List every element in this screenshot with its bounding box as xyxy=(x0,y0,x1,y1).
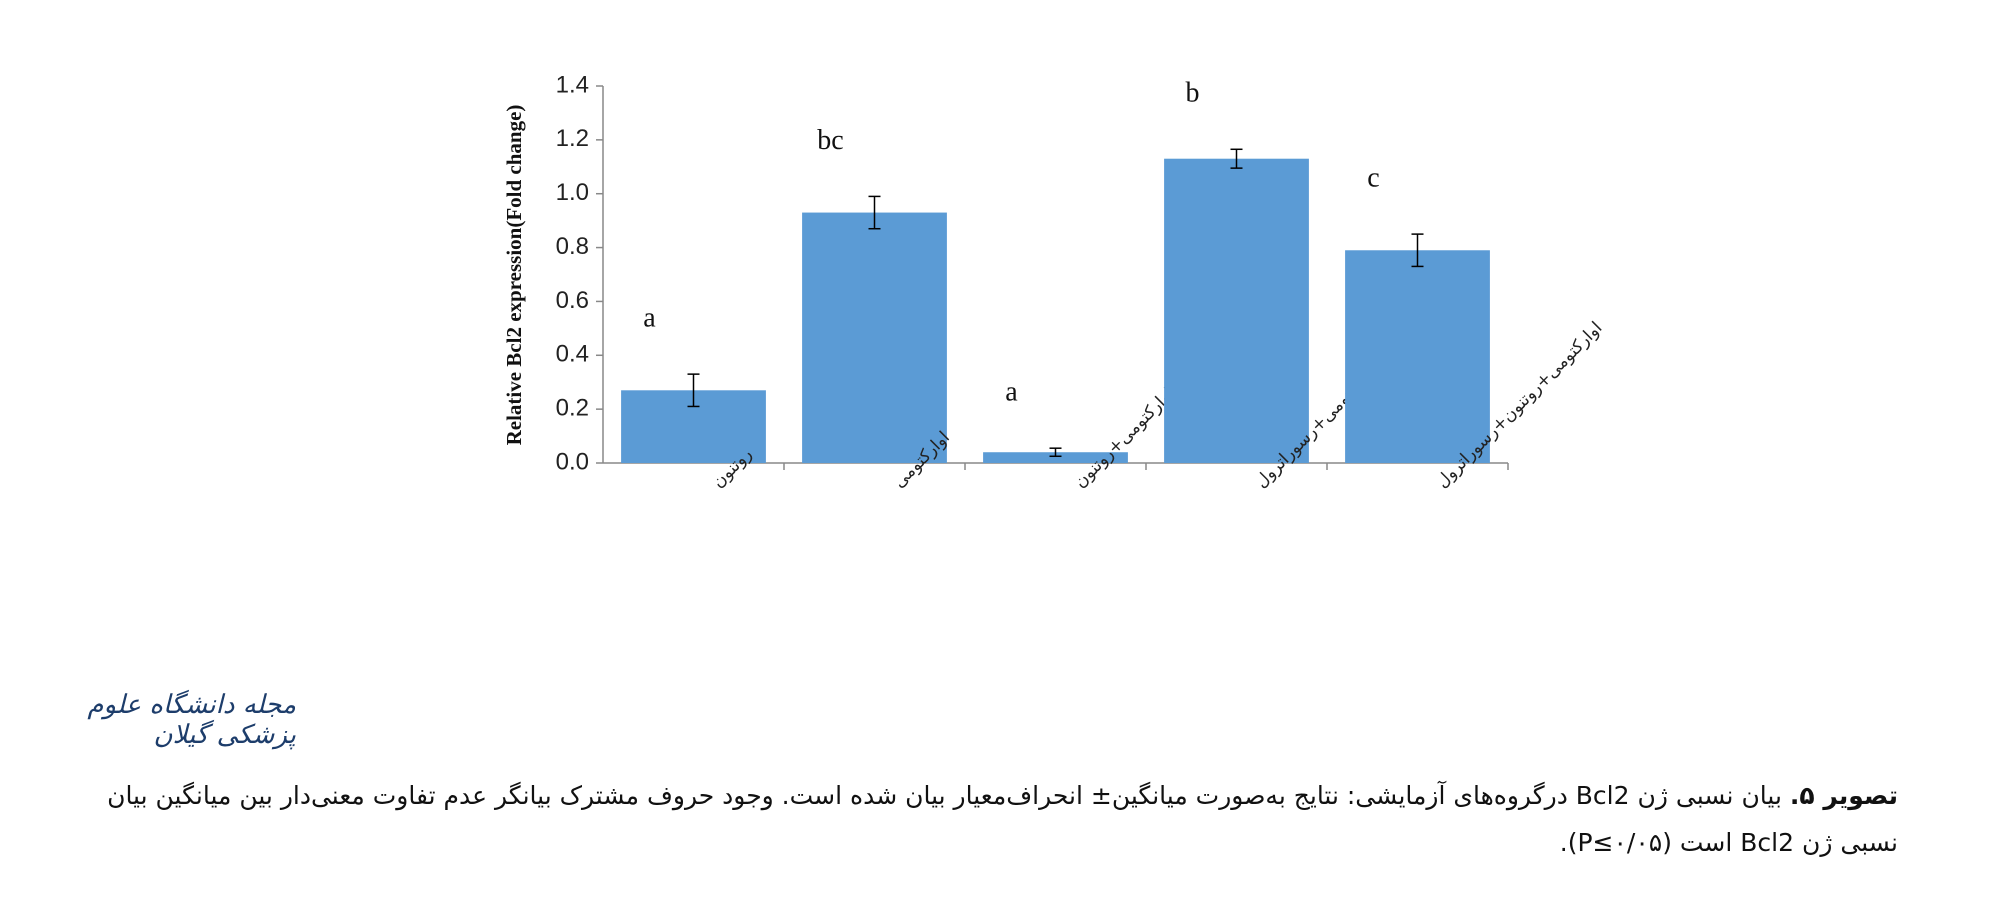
bar xyxy=(802,212,947,463)
significance-letter: c xyxy=(1367,163,1379,194)
y-tick-label: 1.2 xyxy=(556,125,589,152)
chart: Relative Bcl2 expression(Fold change) 0.… xyxy=(502,71,1607,492)
journal-logo: مجله دانشگاه علوم پزشکی گیلان xyxy=(87,690,296,750)
y-tick-label: 0.2 xyxy=(556,394,589,421)
y-tick-label: 0.4 xyxy=(556,341,589,368)
significance-letter: b xyxy=(1186,78,1200,109)
figure-caption: تصویر ۵. بیان نسبی ژن Bcl2 درگروه‌های آز… xyxy=(88,772,1898,866)
caption-text: بیان نسبی ژن Bcl2 درگروه‌های آزمایشی: نت… xyxy=(107,781,1898,857)
bar xyxy=(983,452,1128,463)
caption-label: تصویر ۵. xyxy=(1789,781,1898,810)
y-tick-label: 1.4 xyxy=(556,71,589,98)
significance-letter: bc xyxy=(817,125,843,156)
y-tick-label: 0.6 xyxy=(556,287,589,314)
x-tick-label: اوارکتومی+روتنون xyxy=(1070,384,1178,492)
y-tick-label: 1.0 xyxy=(556,179,589,206)
bar xyxy=(1345,250,1490,463)
y-tick-label: 0.0 xyxy=(556,448,589,475)
y-tick-label: 0.8 xyxy=(556,233,589,260)
bar xyxy=(1164,158,1309,463)
significance-letter: a xyxy=(643,303,656,334)
y-axis-label: Relative Bcl2 expression(Fold change) xyxy=(502,105,526,446)
significance-letter: a xyxy=(1005,377,1018,408)
